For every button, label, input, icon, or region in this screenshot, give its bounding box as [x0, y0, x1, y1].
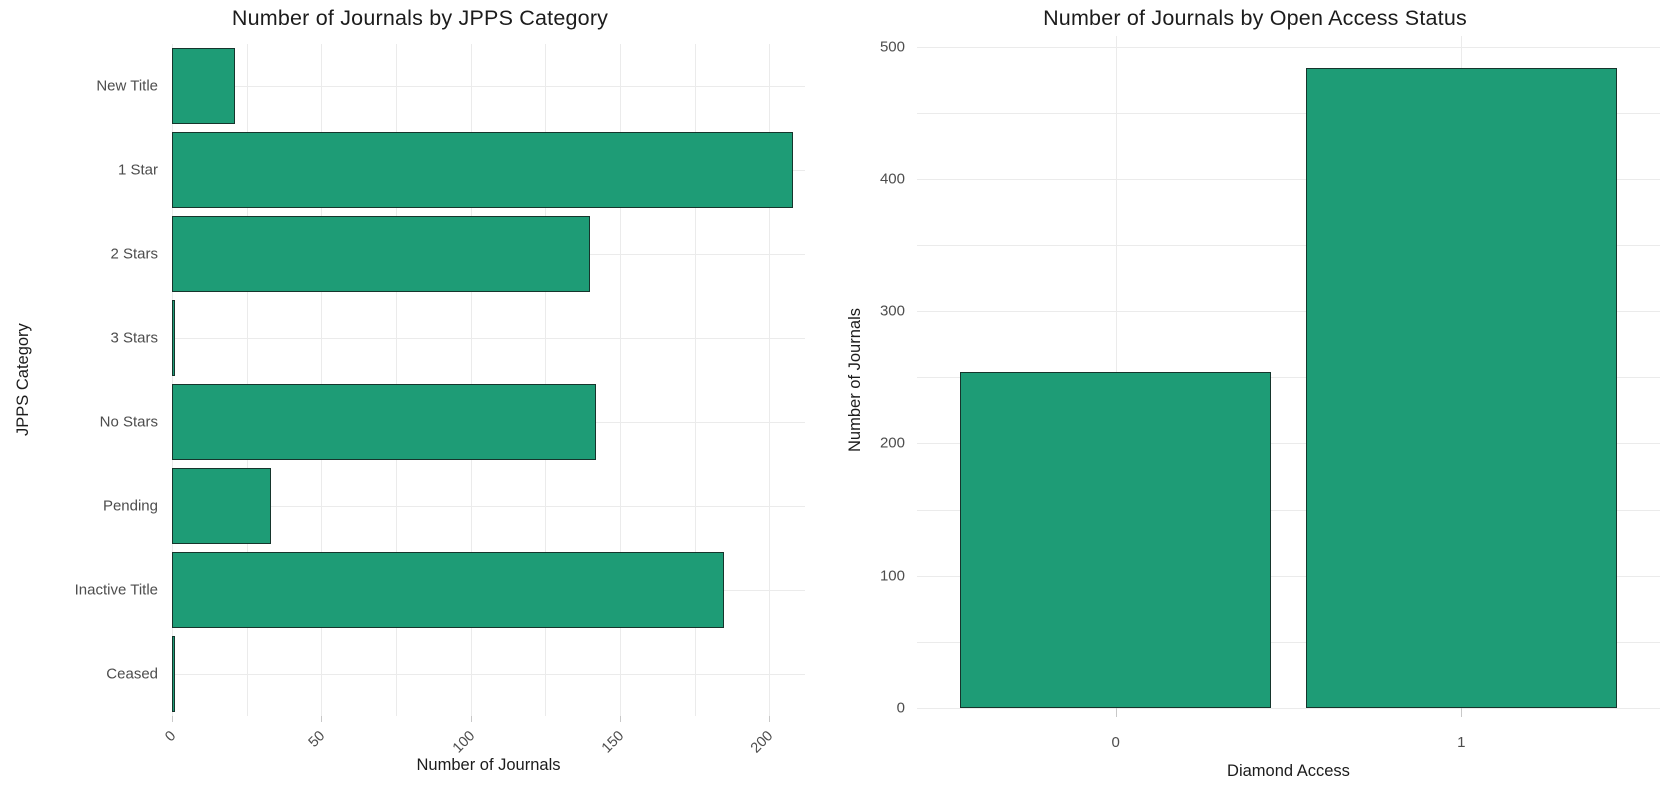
x-tick-mark: [172, 716, 173, 722]
right-chart-plot-area: [917, 36, 1660, 709]
category-gridline: [172, 506, 805, 507]
right-chart-title: Number of Journals by Open Access Status: [1043, 6, 1467, 30]
bar-ceased: [172, 636, 175, 712]
right-chart-y-axis-title: Number of Journals: [846, 308, 864, 452]
x-gridline: [694, 44, 696, 716]
y-gridline: [917, 245, 1660, 246]
x-tick-mark: [1461, 708, 1463, 717]
y-tick-label: 100: [879, 567, 905, 585]
y-gridline: [917, 377, 1660, 379]
x-gridline: [545, 44, 547, 716]
y-gridline: [917, 178, 1660, 180]
left-chart-y-axis-title: JPPS Category: [14, 323, 32, 436]
y-gridline: [917, 575, 1660, 577]
category-label: 2 Stars: [110, 245, 158, 263]
category-label: No Stars: [99, 413, 158, 431]
category-gridline: [172, 86, 805, 87]
category-label: 1 Star: [117, 161, 158, 179]
category-label: Inactive Title: [74, 581, 158, 599]
y-gridline: [917, 509, 1660, 511]
bar-2-stars: [172, 216, 591, 292]
x-tick-mark: [619, 716, 621, 722]
category-label: Ceased: [106, 665, 158, 683]
x-tick-label: 0: [1111, 734, 1120, 751]
x-gridline: [246, 44, 248, 716]
bar-3-stars: [172, 300, 175, 376]
left-chart-title: Number of Journals by JPPS Category: [231, 6, 609, 30]
y-tick-label: 400: [879, 170, 905, 188]
bar-inactive-title: [172, 552, 725, 628]
x-tick-mark: [769, 716, 771, 722]
bar-diamond-access-0: [960, 372, 1272, 708]
y-tick-label: 0: [896, 699, 905, 717]
y-gridline: [917, 311, 1660, 313]
category-label: New Title: [96, 77, 158, 95]
bar-diamond-access-1: [1305, 67, 1617, 708]
y-gridline: [917, 112, 1660, 114]
y-gridline: [917, 708, 1660, 709]
x-gridline: [172, 44, 173, 716]
x-tick-mark: [321, 716, 323, 722]
category-label: 3 Stars: [110, 329, 158, 347]
category-gridline: [172, 674, 805, 675]
y-gridline: [917, 443, 1660, 445]
bar-no-stars: [172, 384, 596, 460]
y-tick-label: 200: [879, 434, 905, 452]
bar-new-title: [172, 48, 235, 124]
bar-1-star: [172, 132, 794, 208]
y-tick-label: 500: [879, 38, 905, 56]
category-gridline: [172, 338, 805, 339]
bar-pending: [172, 468, 271, 544]
x-gridline: [395, 44, 397, 716]
right-chart-x-axis-title: Diamond Access: [1227, 762, 1350, 780]
x-gridline: [769, 44, 771, 716]
x-tick-label: 1: [1457, 734, 1466, 751]
x-gridline: [470, 44, 472, 716]
x-tick-mark: [470, 716, 472, 722]
y-tick-label: 300: [879, 302, 905, 320]
y-gridline: [917, 641, 1660, 643]
category-label: Pending: [102, 497, 158, 515]
left-chart-x-axis-title: Number of Journals: [416, 756, 561, 774]
x-gridline: [321, 44, 323, 716]
left-chart-plot-area: [172, 44, 805, 716]
x-tick-mark: [1115, 708, 1117, 717]
x-gridline: [619, 44, 621, 716]
y-gridline: [917, 46, 1660, 48]
